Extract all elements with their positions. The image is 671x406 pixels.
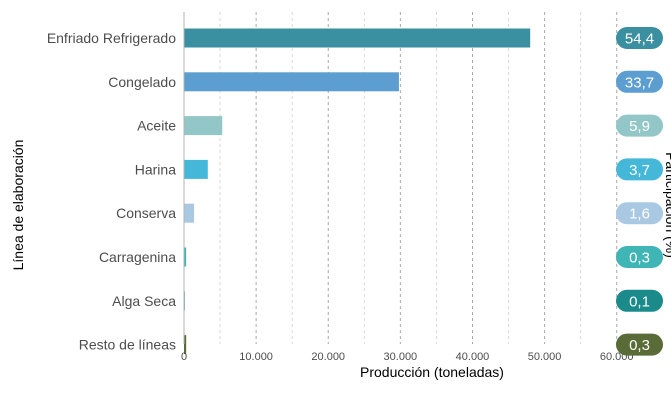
share-label: 1,6	[629, 206, 650, 223]
share-label: 54,4	[625, 31, 654, 48]
x-tick-label: 10.000	[239, 351, 273, 363]
category-label: Conserva	[116, 205, 176, 221]
share-labels: 54,4 33,7 5,9 3,7 1,6 0,3 0,1 0,3	[616, 27, 663, 356]
share-pill	[616, 289, 663, 312]
category-label: Carragenina	[99, 249, 176, 265]
x-tick-label: 50.000	[528, 351, 562, 363]
x-tick-label: 20.000	[311, 351, 345, 363]
bar	[184, 28, 531, 48]
category-label: Harina	[135, 161, 176, 177]
bar	[184, 116, 223, 136]
share-label: 5,9	[629, 118, 650, 135]
x-tick-label: 30.000	[384, 351, 418, 363]
category-label: Alga Seca	[112, 293, 176, 309]
share-label: 0,1	[629, 293, 650, 310]
share-label: 0,3	[629, 337, 650, 354]
share-pill	[616, 114, 663, 137]
share-label: 3,7	[629, 162, 650, 179]
category-label: Congelado	[108, 74, 176, 90]
grid-lines	[219, 12, 618, 344]
x-axis-title: Producción (toneladas)	[360, 364, 504, 380]
category-labels: Enfriado Refrigerado Congelado Aceite Harin…	[47, 30, 176, 353]
category-label: Resto de líneas	[79, 337, 176, 353]
bar	[184, 247, 187, 267]
share-pill	[616, 202, 663, 225]
bar	[184, 335, 187, 355]
x-tick-labels: 0 10.000 20.000 30.000 40.000 50.000 60.000	[181, 351, 634, 363]
bar	[184, 72, 399, 92]
secondary-axis-title: Participación (%)	[663, 152, 671, 258]
bar	[184, 203, 195, 223]
x-tick-label: 0	[181, 351, 187, 363]
y-axis-title: Línea de elaboración	[10, 140, 26, 271]
bars	[184, 28, 531, 355]
share-label: 33,7	[625, 74, 654, 91]
category-label: Enfriado Refrigerado	[47, 30, 176, 46]
share-pill	[616, 70, 663, 93]
category-label: Aceite	[137, 118, 176, 134]
share-pill	[616, 333, 663, 356]
share-pill	[616, 27, 663, 49]
share-pill	[616, 158, 663, 181]
x-tick-label: 40.000	[456, 351, 490, 363]
bar	[184, 159, 208, 179]
share-pill	[616, 246, 663, 268]
share-label: 0,3	[629, 250, 650, 267]
